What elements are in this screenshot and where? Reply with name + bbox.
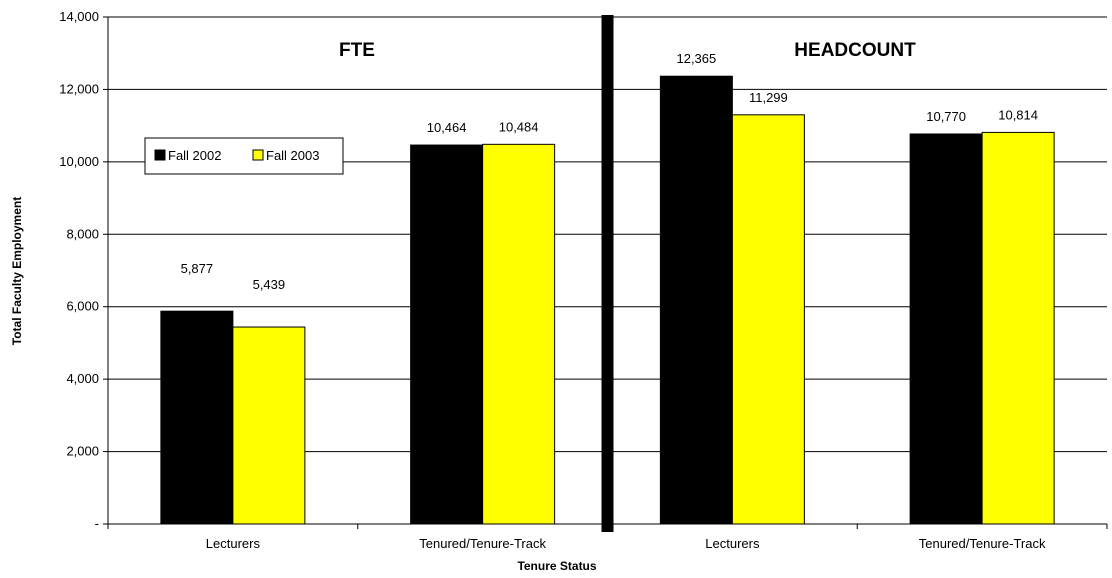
y-tick-label: 8,000: [66, 226, 99, 241]
legend-swatch-fall-2003: [252, 149, 264, 161]
x-tick-label: Lecturers: [206, 536, 261, 551]
bars: [160, 75, 1055, 525]
panel-title-headcount: HEADCOUNT: [794, 40, 916, 61]
data-label: 10,814: [998, 107, 1038, 122]
bar-fall-2003: [981, 131, 1055, 525]
bar-fall-2003: [482, 143, 556, 525]
x-tick-label: Lecturers: [705, 536, 760, 551]
legend-label-fall-2002: Fall 2002: [168, 148, 221, 163]
bar-fall-2003: [232, 326, 306, 525]
y-axis-title: Total Faculty Employment: [10, 197, 24, 345]
data-label: 10,464: [427, 120, 467, 135]
y-tick-label: 2,000: [66, 444, 99, 459]
x-ticks: Lecturers Tenured/Tenure-Track Lecturers Te…: [107, 524, 1108, 551]
x-tick-label: Tenured/Tenure-Track: [919, 536, 1046, 551]
data-label: 10,770: [926, 109, 966, 124]
data-label: 10,484: [499, 119, 539, 134]
data-label: 12,365: [676, 51, 716, 66]
panel-title-fte: FTE: [339, 40, 375, 61]
bar-fall-2002: [410, 144, 484, 525]
bar-fall-2002: [659, 75, 733, 525]
y-tick-label: 12,000: [59, 81, 99, 96]
y-tick-label: 6,000: [66, 299, 99, 314]
bar-fall-2002: [160, 310, 234, 525]
bar-fall-2003: [731, 114, 805, 525]
x-axis-title: Tenure Status: [517, 559, 596, 573]
y-ticks: - 2,000 4,000 6,000 8,000 10,000 12,000 14,000: [59, 9, 108, 531]
panel-divider: [601, 15, 614, 532]
y-tick-label: -: [95, 516, 99, 531]
data-label: 5,877: [181, 261, 214, 276]
y-tick-label: 10,000: [59, 154, 99, 169]
legend-label-fall-2003: Fall 2003: [266, 148, 319, 163]
data-labels: 5,877 5,439 10,464 10,484 12,365 11,299 10,770…: [181, 51, 1038, 292]
legend-swatch-fall-2002: [154, 149, 166, 161]
y-tick-label: 4,000: [66, 371, 99, 386]
data-label: 11,299: [749, 90, 788, 105]
x-tick-label: Tenured/Tenure-Track: [419, 536, 546, 551]
y-tick-label: 14,000: [59, 9, 99, 24]
data-label: 5,439: [253, 277, 286, 292]
legend: Fall 2002 Fall 2003: [144, 137, 344, 175]
legend-box: [144, 137, 344, 175]
bar-fall-2002: [909, 133, 983, 525]
